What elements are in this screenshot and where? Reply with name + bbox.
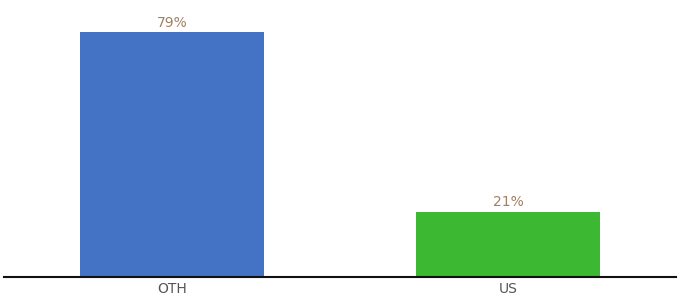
Bar (80, 32, 265, 277)
Text: 21%: 21% (492, 195, 524, 209)
Text: 79%: 79% (156, 16, 188, 30)
Bar (415, 212, 600, 277)
